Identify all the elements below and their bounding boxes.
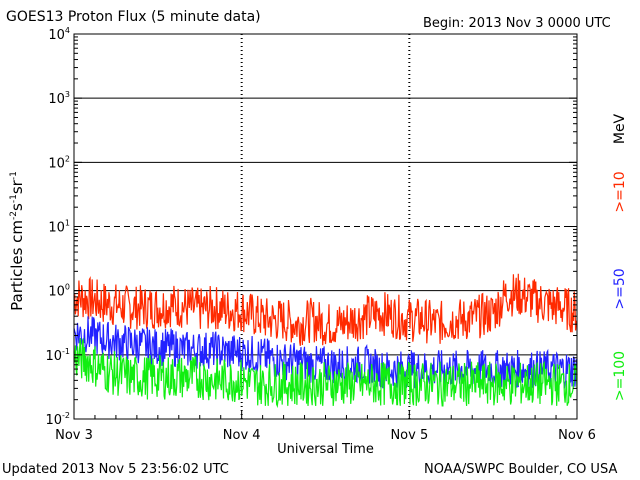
x-axis-label: Universal Time <box>277 442 374 457</box>
begin-timestamp: Begin: 2013 Nov 3 0000 UTC <box>423 16 611 31</box>
x-tick-label-1: Nov 4 <box>223 428 261 443</box>
series-line-0 <box>73 273 578 346</box>
legend-series-10: >=10 <box>612 171 628 213</box>
x-tick-label-0: Nov 3 <box>55 428 93 443</box>
series-line-2 <box>73 337 578 409</box>
updated-timestamp: Updated 2013 Nov 5 23:56:02 UTC <box>2 462 229 477</box>
y-tick-label-3: 101 <box>48 219 70 236</box>
series-layer <box>73 273 578 409</box>
axis-layer: 10-2 10-1 100 101 102 103 104 Nov 3 Nov 4 Nov 5 No… <box>45 26 595 457</box>
credit-text: NOAA/SWPC Boulder, CO USA <box>424 462 618 477</box>
x-tick-label-3: Nov 6 <box>558 428 596 443</box>
chart-title: GOES13 Proton Flux (5 minute data) <box>6 9 261 25</box>
y-tick-label-6: 104 <box>48 26 70 43</box>
y-tick-label-1: 10-1 <box>45 347 70 364</box>
x-tick-label-2: Nov 5 <box>390 428 428 443</box>
y-tick-label-4: 102 <box>48 154 70 171</box>
y-tick-label-5: 103 <box>48 90 70 107</box>
y-tick-label-2: 100 <box>48 283 70 300</box>
legend-series-50: >=50 <box>612 268 628 310</box>
y-axis-label: Particles cm-2s-1sr-1 <box>8 171 26 311</box>
legend-series-100: >=100 <box>612 350 628 402</box>
y-tick-label-0: 10-2 <box>45 411 70 428</box>
